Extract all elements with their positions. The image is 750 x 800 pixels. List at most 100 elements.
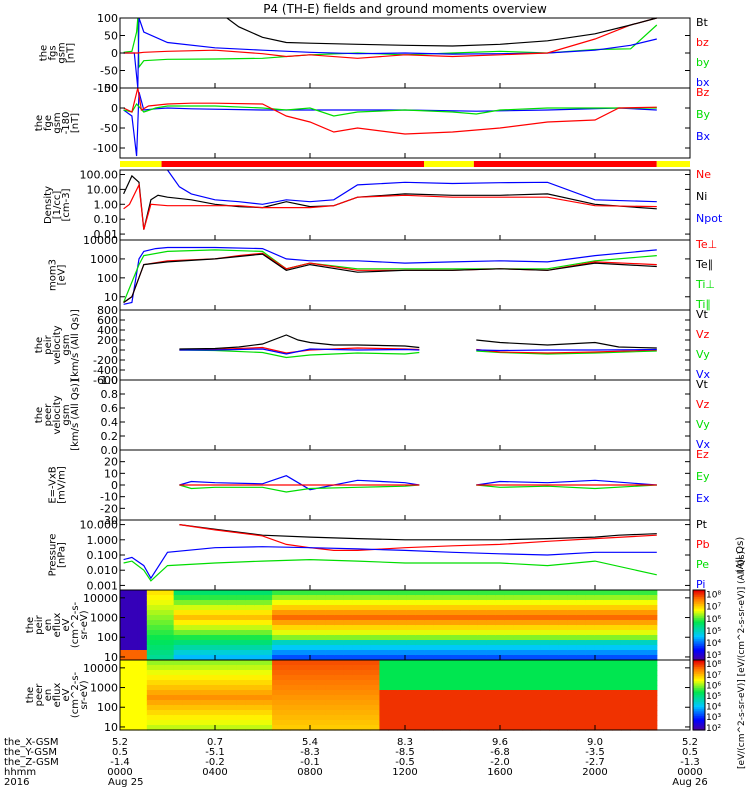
ylabel-line: eV <box>61 688 72 701</box>
heatmap-cell <box>200 610 211 616</box>
heatmap-cell <box>218 625 228 631</box>
heatmap-cell <box>120 655 130 661</box>
heatmap-cell <box>388 610 398 616</box>
colorbar-cell <box>693 660 705 663</box>
heatmap-cell <box>370 685 381 691</box>
heatmap-cell <box>647 620 658 626</box>
heatmap-cell <box>594 670 604 676</box>
heatmap-cell <box>486 670 497 676</box>
heatmap-cell <box>227 715 237 721</box>
heatmap-cell <box>182 630 193 636</box>
heatmap-cell <box>209 660 220 666</box>
heatmap-cell <box>424 725 434 731</box>
heatmap-cell <box>281 700 291 706</box>
heatmap-cell <box>442 615 452 621</box>
heatmap-cell <box>200 675 211 681</box>
heatmap-cell <box>164 690 175 696</box>
heatmap-cell <box>307 615 318 621</box>
heatmap-cell <box>388 655 398 661</box>
heatmap-cell <box>164 670 175 676</box>
heatmap-cell <box>120 625 130 631</box>
heatmap-cell <box>531 665 542 671</box>
heatmap-cell <box>442 630 452 636</box>
heatmap-cell <box>182 650 193 656</box>
colorbar-cell <box>693 649 705 652</box>
heatmap-cell <box>334 635 345 641</box>
heatmap-cell <box>334 625 345 631</box>
heatmap-cell <box>549 640 559 646</box>
heatmap-cell <box>442 720 452 726</box>
heatmap-cell <box>155 620 166 626</box>
heatmap-cell <box>477 625 488 631</box>
legend-entry: bz <box>696 36 709 49</box>
heatmap-cell <box>164 605 175 611</box>
heatmap-cell <box>576 700 586 706</box>
heatmap-cell <box>388 725 398 731</box>
heatmap-cell <box>495 590 506 596</box>
heatmap-cell <box>477 675 488 681</box>
heatmap-cell <box>164 595 175 601</box>
heatmap-cell <box>486 680 497 686</box>
heatmap-cell <box>298 610 309 616</box>
heatmap-cell <box>576 635 586 641</box>
heatmap-cell <box>379 650 389 656</box>
heatmap-cell <box>236 625 246 631</box>
heatmap-cell <box>128 690 139 696</box>
heatmap-cell <box>146 645 157 651</box>
heatmap-cell <box>334 695 345 701</box>
colorbar-cell <box>693 618 705 621</box>
heatmap-cell <box>603 645 613 651</box>
heatmap-cell <box>576 710 586 716</box>
heatmap-cell <box>137 605 148 611</box>
heatmap-cell <box>486 630 497 636</box>
heatmap-cell <box>477 630 488 636</box>
heatmap-cell <box>182 635 193 641</box>
heatmap-cell <box>370 605 381 611</box>
legend-entry: Ti⊥ <box>695 278 715 291</box>
heatmap-cell <box>522 635 533 641</box>
heatmap-cell <box>245 595 255 601</box>
heatmap-cell <box>647 720 658 726</box>
heatmap-cell <box>540 700 550 706</box>
heatmap-cell <box>254 715 264 721</box>
heatmap-cell <box>307 635 318 641</box>
heatmap-cell <box>263 725 273 731</box>
heatmap-cell <box>522 660 533 666</box>
heatmap-cell <box>272 705 282 711</box>
heatmap-cell <box>343 675 354 681</box>
heatmap-cell <box>468 650 479 656</box>
heatmap-cell <box>540 695 550 701</box>
legend-entry: Bz <box>696 86 710 99</box>
heatmap-cell <box>128 695 139 701</box>
heatmap-cell <box>191 645 202 651</box>
heatmap-cell <box>325 670 336 676</box>
xaxis-value: -1.4 <box>110 757 130 768</box>
heatmap-cell <box>316 610 327 616</box>
ylabel-line: gsm <box>61 334 72 355</box>
ylabel-line: en <box>43 689 54 702</box>
xaxis-value: 2000 <box>582 767 607 778</box>
heatmap-cell <box>406 675 416 681</box>
heatmap-cell <box>531 685 542 691</box>
heatmap-cell <box>477 590 488 596</box>
colorbar-cell <box>693 658 705 661</box>
heatmap-cell <box>191 610 202 616</box>
ylabel-line: velocity <box>52 395 63 434</box>
heatmap-cell <box>450 725 461 731</box>
heatmap-cell <box>459 720 470 726</box>
xaxis-row-label: 2016 <box>4 777 29 788</box>
heatmap-cell <box>209 680 220 686</box>
heatmap-cell <box>459 665 470 671</box>
heatmap-cell <box>477 620 488 626</box>
heatmap-cell <box>388 615 398 621</box>
heatmap-cell <box>388 600 398 606</box>
colorbar-tick-label: 10³ <box>706 713 721 723</box>
heatmap-cell <box>477 705 488 711</box>
heatmap-cell <box>406 635 416 641</box>
heatmap-cell <box>388 705 398 711</box>
heatmap-cell <box>379 710 389 716</box>
heatmap-cell <box>495 600 506 606</box>
heatmap-cell <box>647 725 658 731</box>
heatmap-cell <box>504 650 515 656</box>
